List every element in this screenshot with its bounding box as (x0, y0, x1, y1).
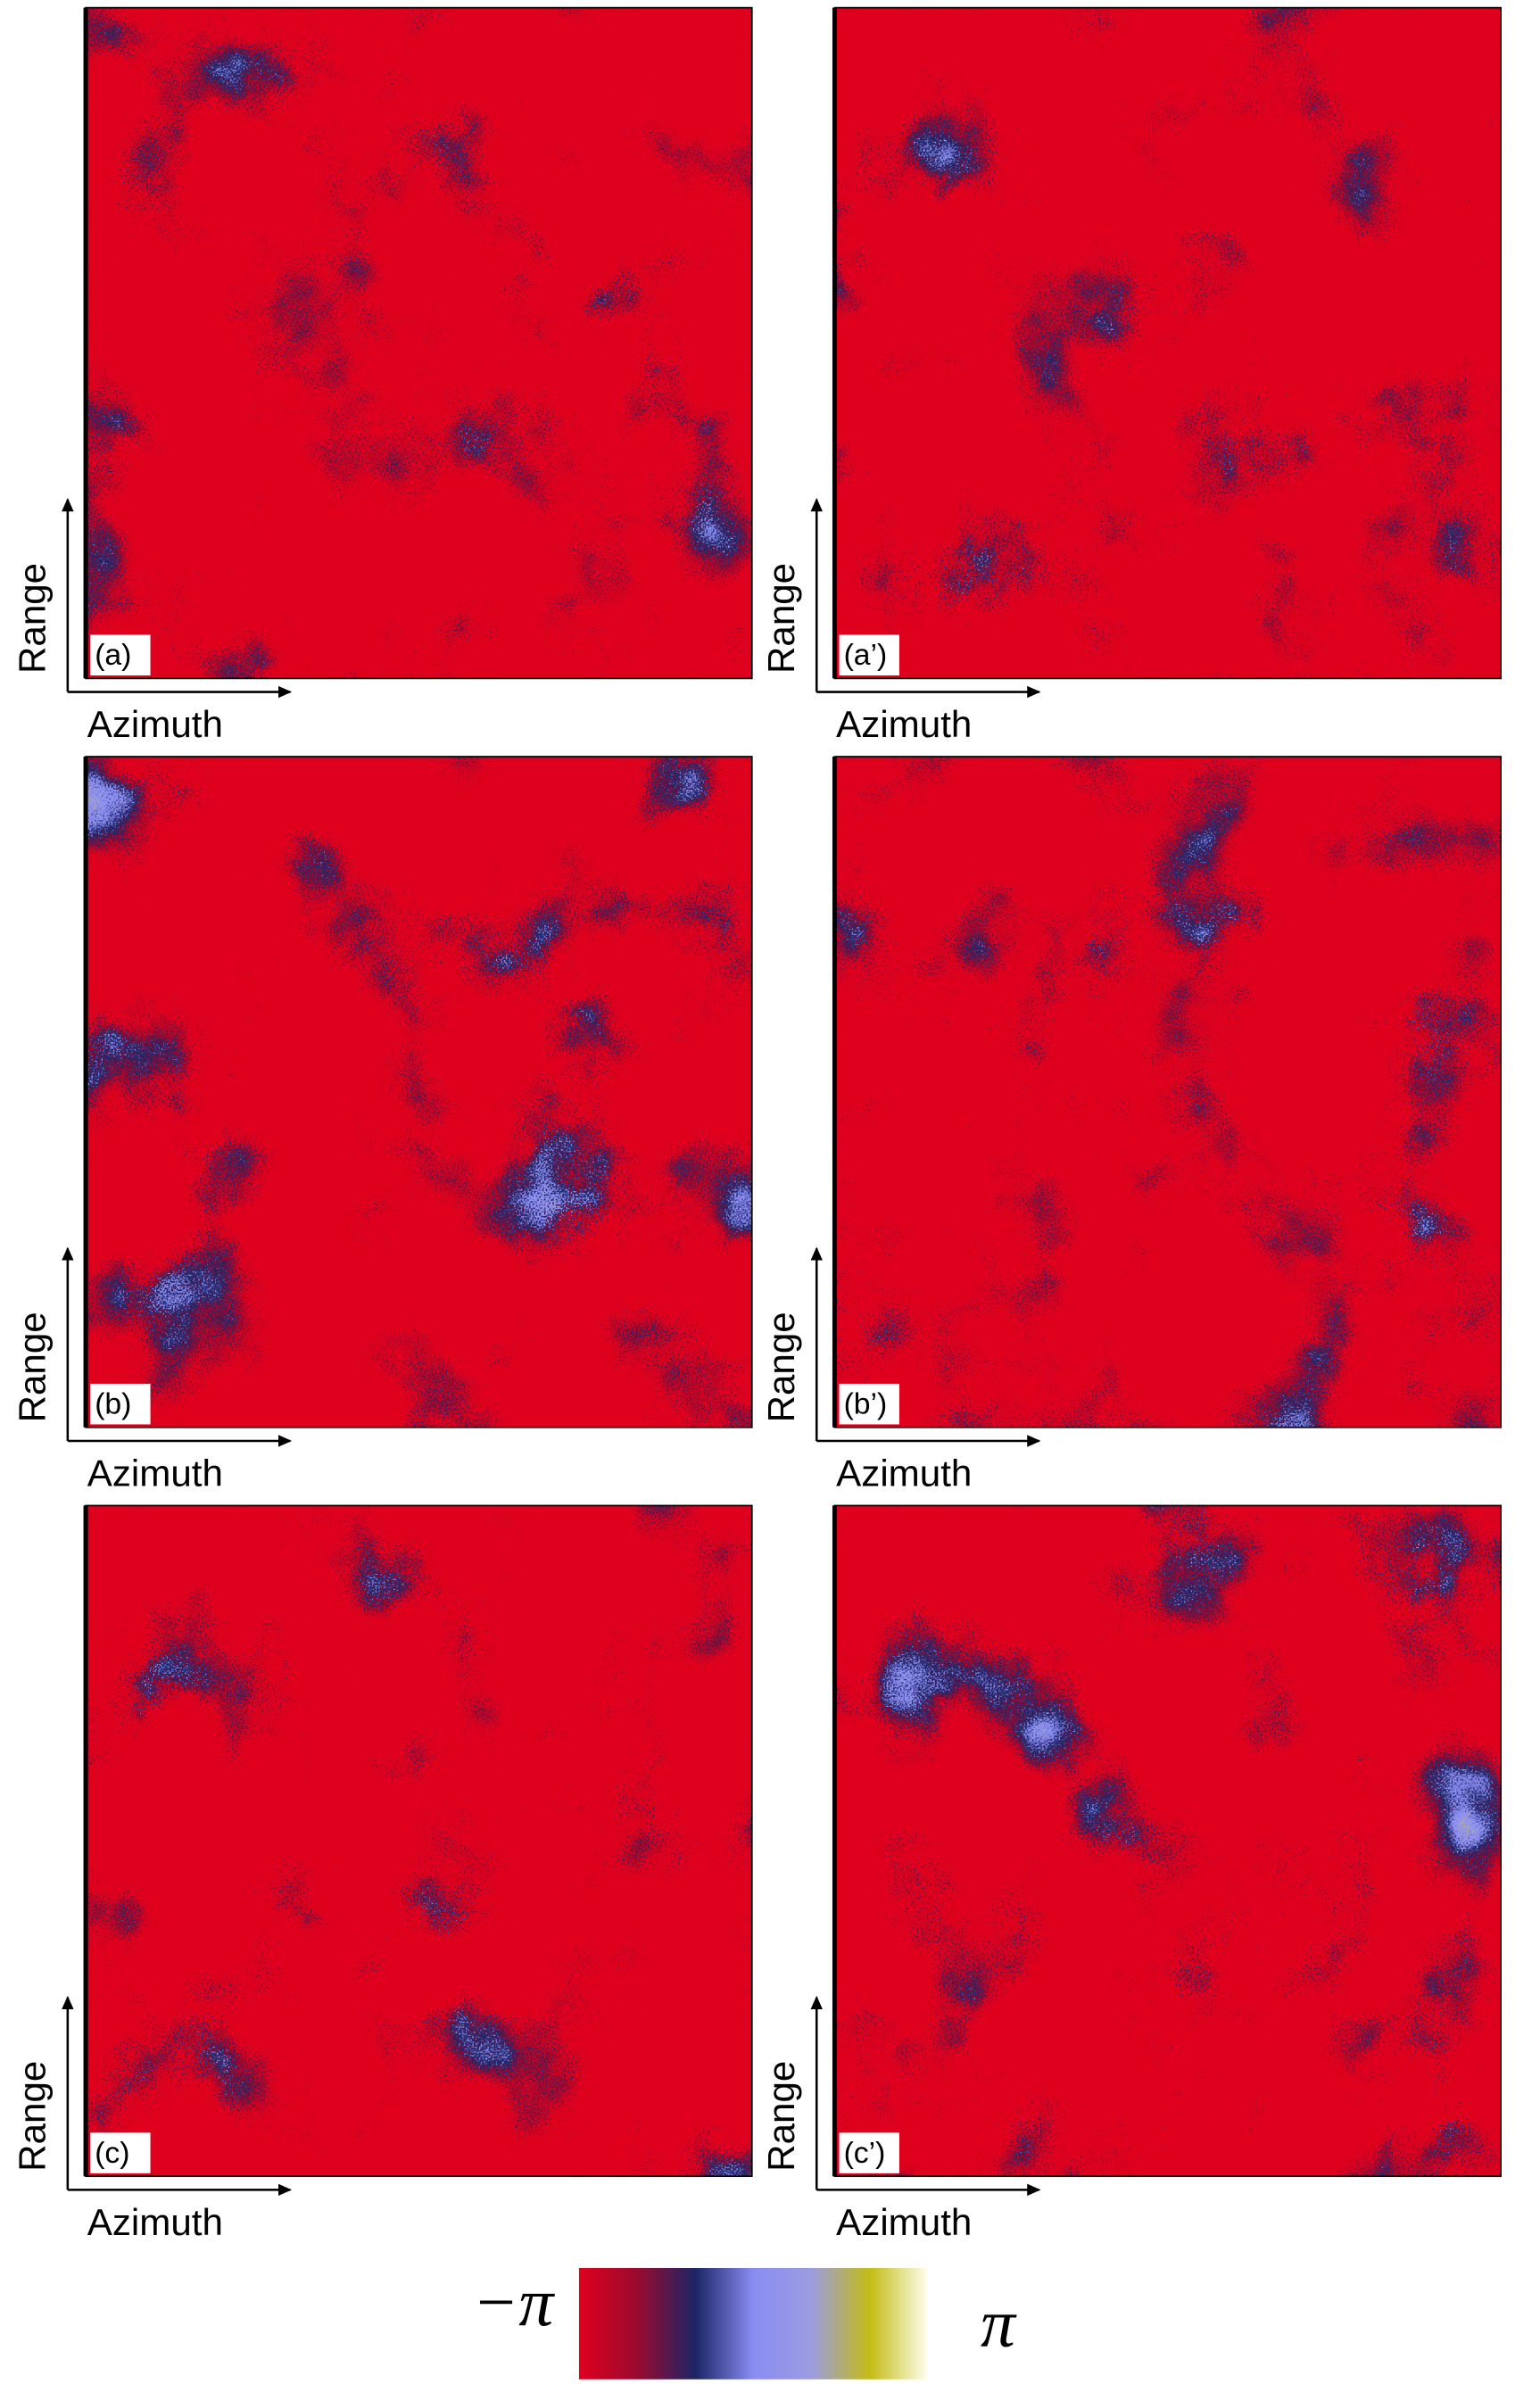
interferogram (86, 1505, 752, 2177)
panel-label: (b’) (844, 1387, 888, 1421)
colorbar (578, 2268, 928, 2380)
range-label: Range (12, 2061, 54, 2172)
azimuth-label: Azimuth (836, 703, 972, 745)
panel-label-box (839, 1383, 899, 1425)
interferogram (86, 7, 752, 679)
colorbar-max-label: π (981, 2285, 1017, 2362)
panel-label-box (839, 2132, 899, 2173)
range-label: Range (12, 1312, 54, 1422)
panel-label: (c’) (844, 2136, 886, 2170)
panel-label: (a’) (844, 638, 888, 672)
azimuth-label: Azimuth (836, 1453, 972, 1494)
panel-label-box (839, 634, 899, 676)
panel-label: (b) (95, 1387, 131, 1421)
azimuth-label: Azimuth (836, 2201, 972, 2243)
azimuth-label: Azimuth (87, 1453, 223, 1494)
interferogram (834, 7, 1502, 679)
range-label: Range (12, 563, 54, 674)
panel-label: (a) (95, 638, 131, 672)
panel-label-box (90, 634, 151, 676)
azimuth-label: Azimuth (87, 2201, 223, 2243)
range-label: Range (760, 1312, 802, 1422)
range-label: Range (760, 563, 802, 674)
panel-label: (c) (95, 2136, 129, 2170)
panel-label-box (90, 1383, 151, 1425)
colorbar-min-label: −π (472, 2264, 555, 2340)
azimuth-label: Azimuth (87, 703, 223, 745)
interferogram (86, 757, 752, 1428)
interferogram (834, 1505, 1502, 2177)
range-label: Range (760, 2061, 802, 2172)
interferogram (834, 757, 1502, 1428)
panel-label-box (90, 2132, 151, 2173)
